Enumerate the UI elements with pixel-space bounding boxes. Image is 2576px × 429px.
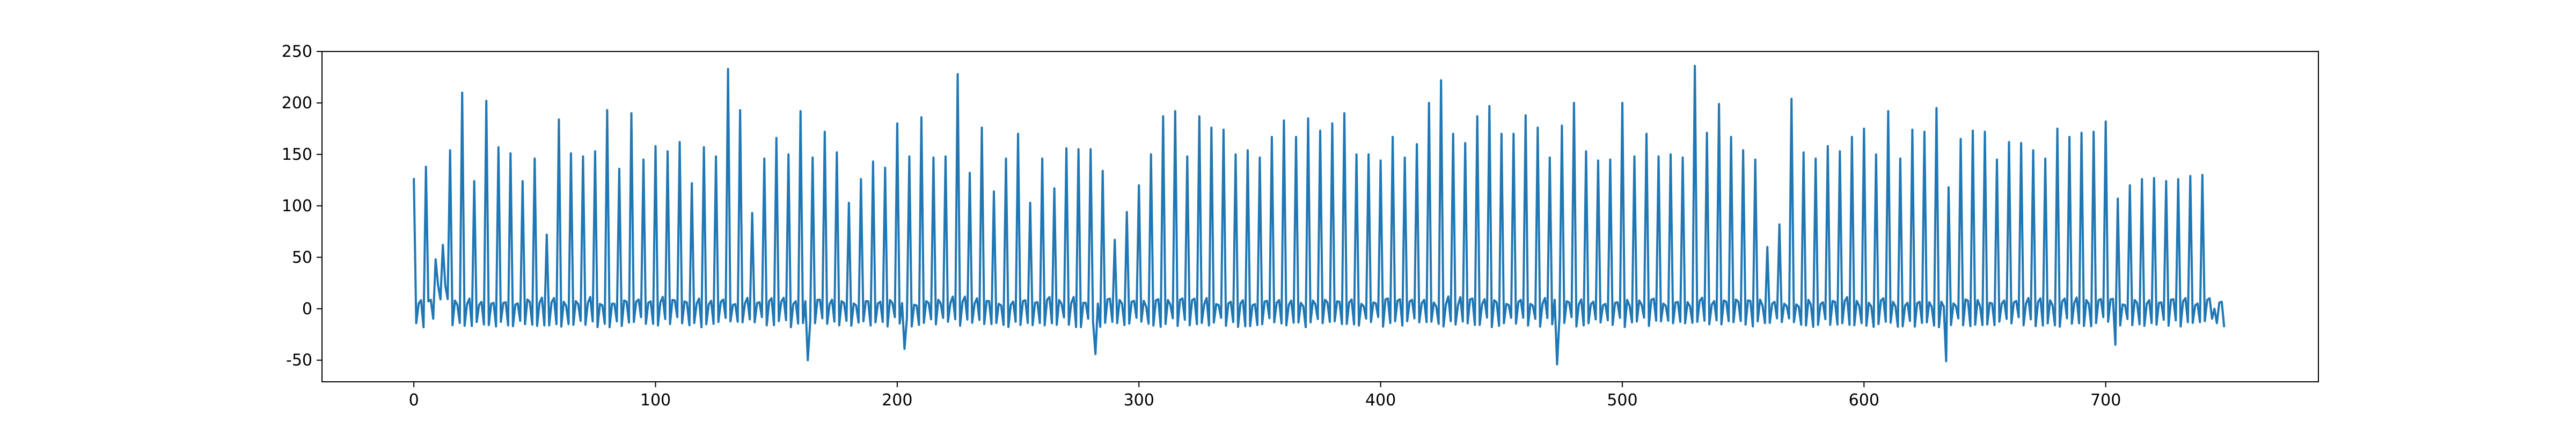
x-tick-label: 200	[882, 391, 912, 410]
y-tick-label: 100	[282, 197, 312, 216]
y-tick-label: 150	[282, 145, 312, 164]
x-tick-label: 300	[1124, 391, 1154, 410]
y-tick-label: 50	[292, 248, 312, 267]
x-axis: 0 100 200 300 400 500 600 700	[409, 382, 2121, 410]
x-tick-label: 500	[1607, 391, 1637, 410]
x-tick-label: 700	[2090, 391, 2121, 410]
series-layer	[413, 64, 2226, 366]
x-tick-label: 0	[409, 391, 419, 410]
y-tick-label: -50	[286, 351, 312, 370]
plot-frame	[321, 51, 2319, 382]
y-tick-label: 250	[282, 42, 312, 61]
y-tick-label: 0	[302, 300, 312, 319]
x-tick-label: 100	[640, 391, 671, 410]
y-tick-label: 200	[282, 94, 312, 113]
y-axis: -50 0 50 100 150 200 250	[282, 42, 322, 370]
x-tick-label: 400	[1365, 391, 1396, 410]
x-tick-label: 600	[1849, 391, 1879, 410]
series-line	[413, 64, 2226, 366]
